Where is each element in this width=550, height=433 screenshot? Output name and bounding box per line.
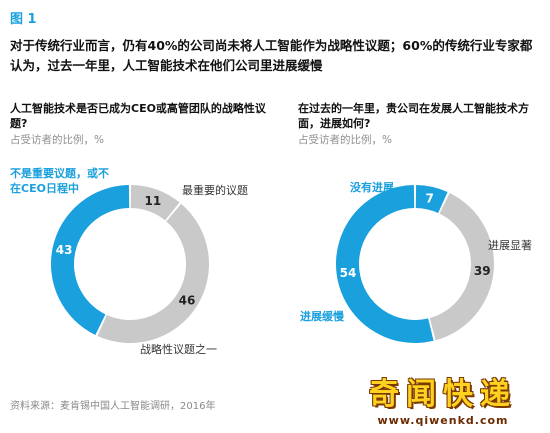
chart1-value-label-0: 11 [145,194,162,208]
chart2-subtitle: 占受访者的比例，% [298,134,392,146]
chart1-callout-most-important: 最重要的议题 [182,184,248,197]
chart2-value-label-1: 39 [474,264,491,278]
chart2-value-label-0: 7 [426,192,434,206]
chart2-slice-0 [415,185,448,214]
chart2-slice-1 [429,192,495,341]
chart1-callout-not-important: 不是重要议题，或不在CEO日程中 [10,167,109,195]
source-note: 资料来源：麦肯锡中国人工智能调研，2016年 [10,401,216,412]
chart1-value-label-1: 46 [179,294,196,308]
figure-label: 图 1 [10,12,37,27]
chart1-slice-1 [97,203,210,343]
chart1-slice-2 [51,185,130,336]
chart2-slice-2 [335,185,434,344]
chart1-slice-0 [130,185,180,221]
chart1-callout-strategic: 战略性议题之一 [140,343,217,356]
chart2-title: 在过去的一年里，贵公司在发展人工智能技术方面，进展如何? [298,102,529,130]
chart1-value-label-2: 43 [56,243,73,257]
chart2-callout-significant: 进展显著 [488,239,532,252]
chart2-value-label-2: 54 [340,266,357,280]
headline: 对于传统行业而言，仍有40%的公司尚未将人工智能作为战略性议题；60%的传统行业… [10,38,533,73]
chart2-callout-slow: 进展缓慢 [300,310,344,323]
chart1-title: 人工智能技术是否已成为CEO或高管团队的战略性议题? [10,102,266,130]
watermark-title: 奇闻快递 [369,377,517,412]
watermark: 奇闻快递 www.qiwenkd.com [338,378,548,432]
watermark-url: www.qiwenkd.com [377,414,509,427]
chart1-subtitle: 占受访者的比例，% [10,134,104,146]
chart2-callout-no-progress: 没有进展 [350,181,394,194]
